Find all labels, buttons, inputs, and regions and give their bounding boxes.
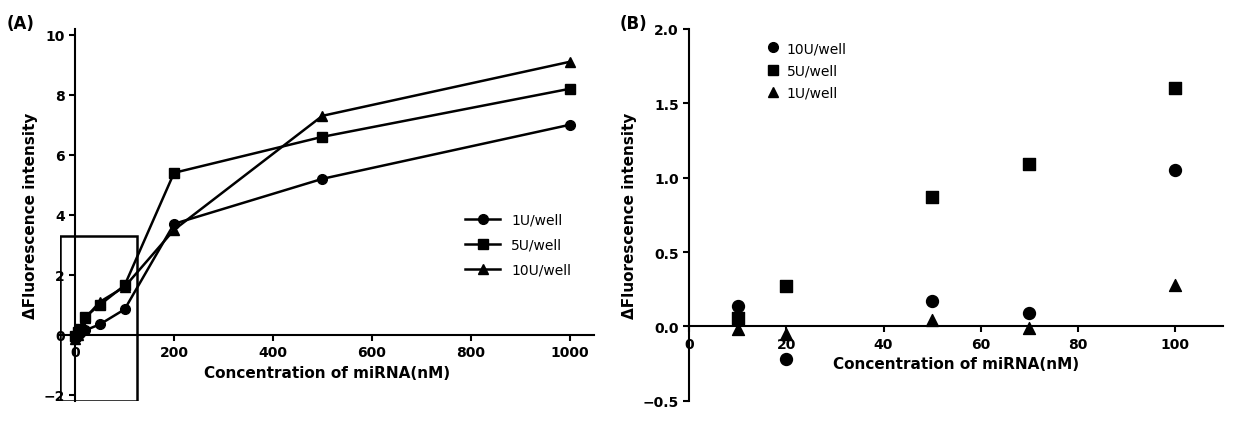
10U/well [776, 356, 796, 363]
10U/well [68, 337, 83, 342]
1U/well [71, 332, 86, 337]
X-axis label: Concentration of miRNA(nM): Concentration of miRNA(nM) [205, 365, 450, 380]
10U/well [315, 114, 330, 119]
1U/well [93, 322, 108, 327]
Line: 1U/well: 1U/well [71, 121, 574, 343]
1U/well [73, 331, 88, 336]
5U/well [923, 194, 942, 201]
X-axis label: Concentration of miRNA(nM): Concentration of miRNA(nM) [833, 357, 1079, 371]
Bar [61, 236, 136, 401]
5U/well [68, 334, 83, 339]
10U/well [118, 285, 133, 290]
10U/well [562, 60, 577, 65]
5U/well [728, 314, 748, 321]
Text: (A): (A) [7, 15, 35, 33]
10U/well [923, 298, 942, 305]
Line: 5U/well: 5U/well [71, 85, 574, 341]
10U/well [728, 302, 748, 309]
5U/well [315, 135, 330, 140]
5U/well [562, 87, 577, 92]
10U/well [1019, 310, 1039, 317]
5U/well [118, 283, 133, 288]
5U/well [93, 302, 108, 308]
5U/well [78, 314, 93, 320]
10U/well [93, 299, 108, 305]
1U/well [776, 331, 796, 337]
10U/well [73, 328, 88, 333]
1U/well [728, 326, 748, 333]
10U/well [78, 316, 93, 321]
5U/well [166, 171, 181, 176]
5U/well [1019, 161, 1039, 168]
10U/well [71, 332, 86, 337]
1U/well [118, 307, 133, 312]
Y-axis label: ΔFluorescence intensity: ΔFluorescence intensity [622, 112, 637, 318]
Line: 10U/well: 10U/well [71, 58, 574, 344]
1U/well [1019, 325, 1039, 331]
5U/well [1164, 86, 1184, 92]
1U/well [166, 222, 181, 227]
Text: (B): (B) [620, 15, 647, 33]
1U/well [78, 328, 93, 333]
5U/well [71, 329, 86, 334]
1U/well [562, 123, 577, 128]
1U/well [68, 336, 83, 341]
5U/well [73, 326, 88, 331]
Y-axis label: ΔFluorescence intensity: ΔFluorescence intensity [22, 112, 38, 318]
Legend: 1U/well, 5U/well, 10U/well: 1U/well, 5U/well, 10U/well [460, 207, 577, 282]
1U/well [1164, 282, 1184, 288]
Legend: 10U/well, 5U/well, 1U/well: 10U/well, 5U/well, 1U/well [760, 37, 852, 106]
10U/well [166, 228, 181, 233]
1U/well [315, 177, 330, 182]
1U/well [923, 317, 942, 324]
5U/well [776, 283, 796, 290]
10U/well [1164, 167, 1184, 174]
